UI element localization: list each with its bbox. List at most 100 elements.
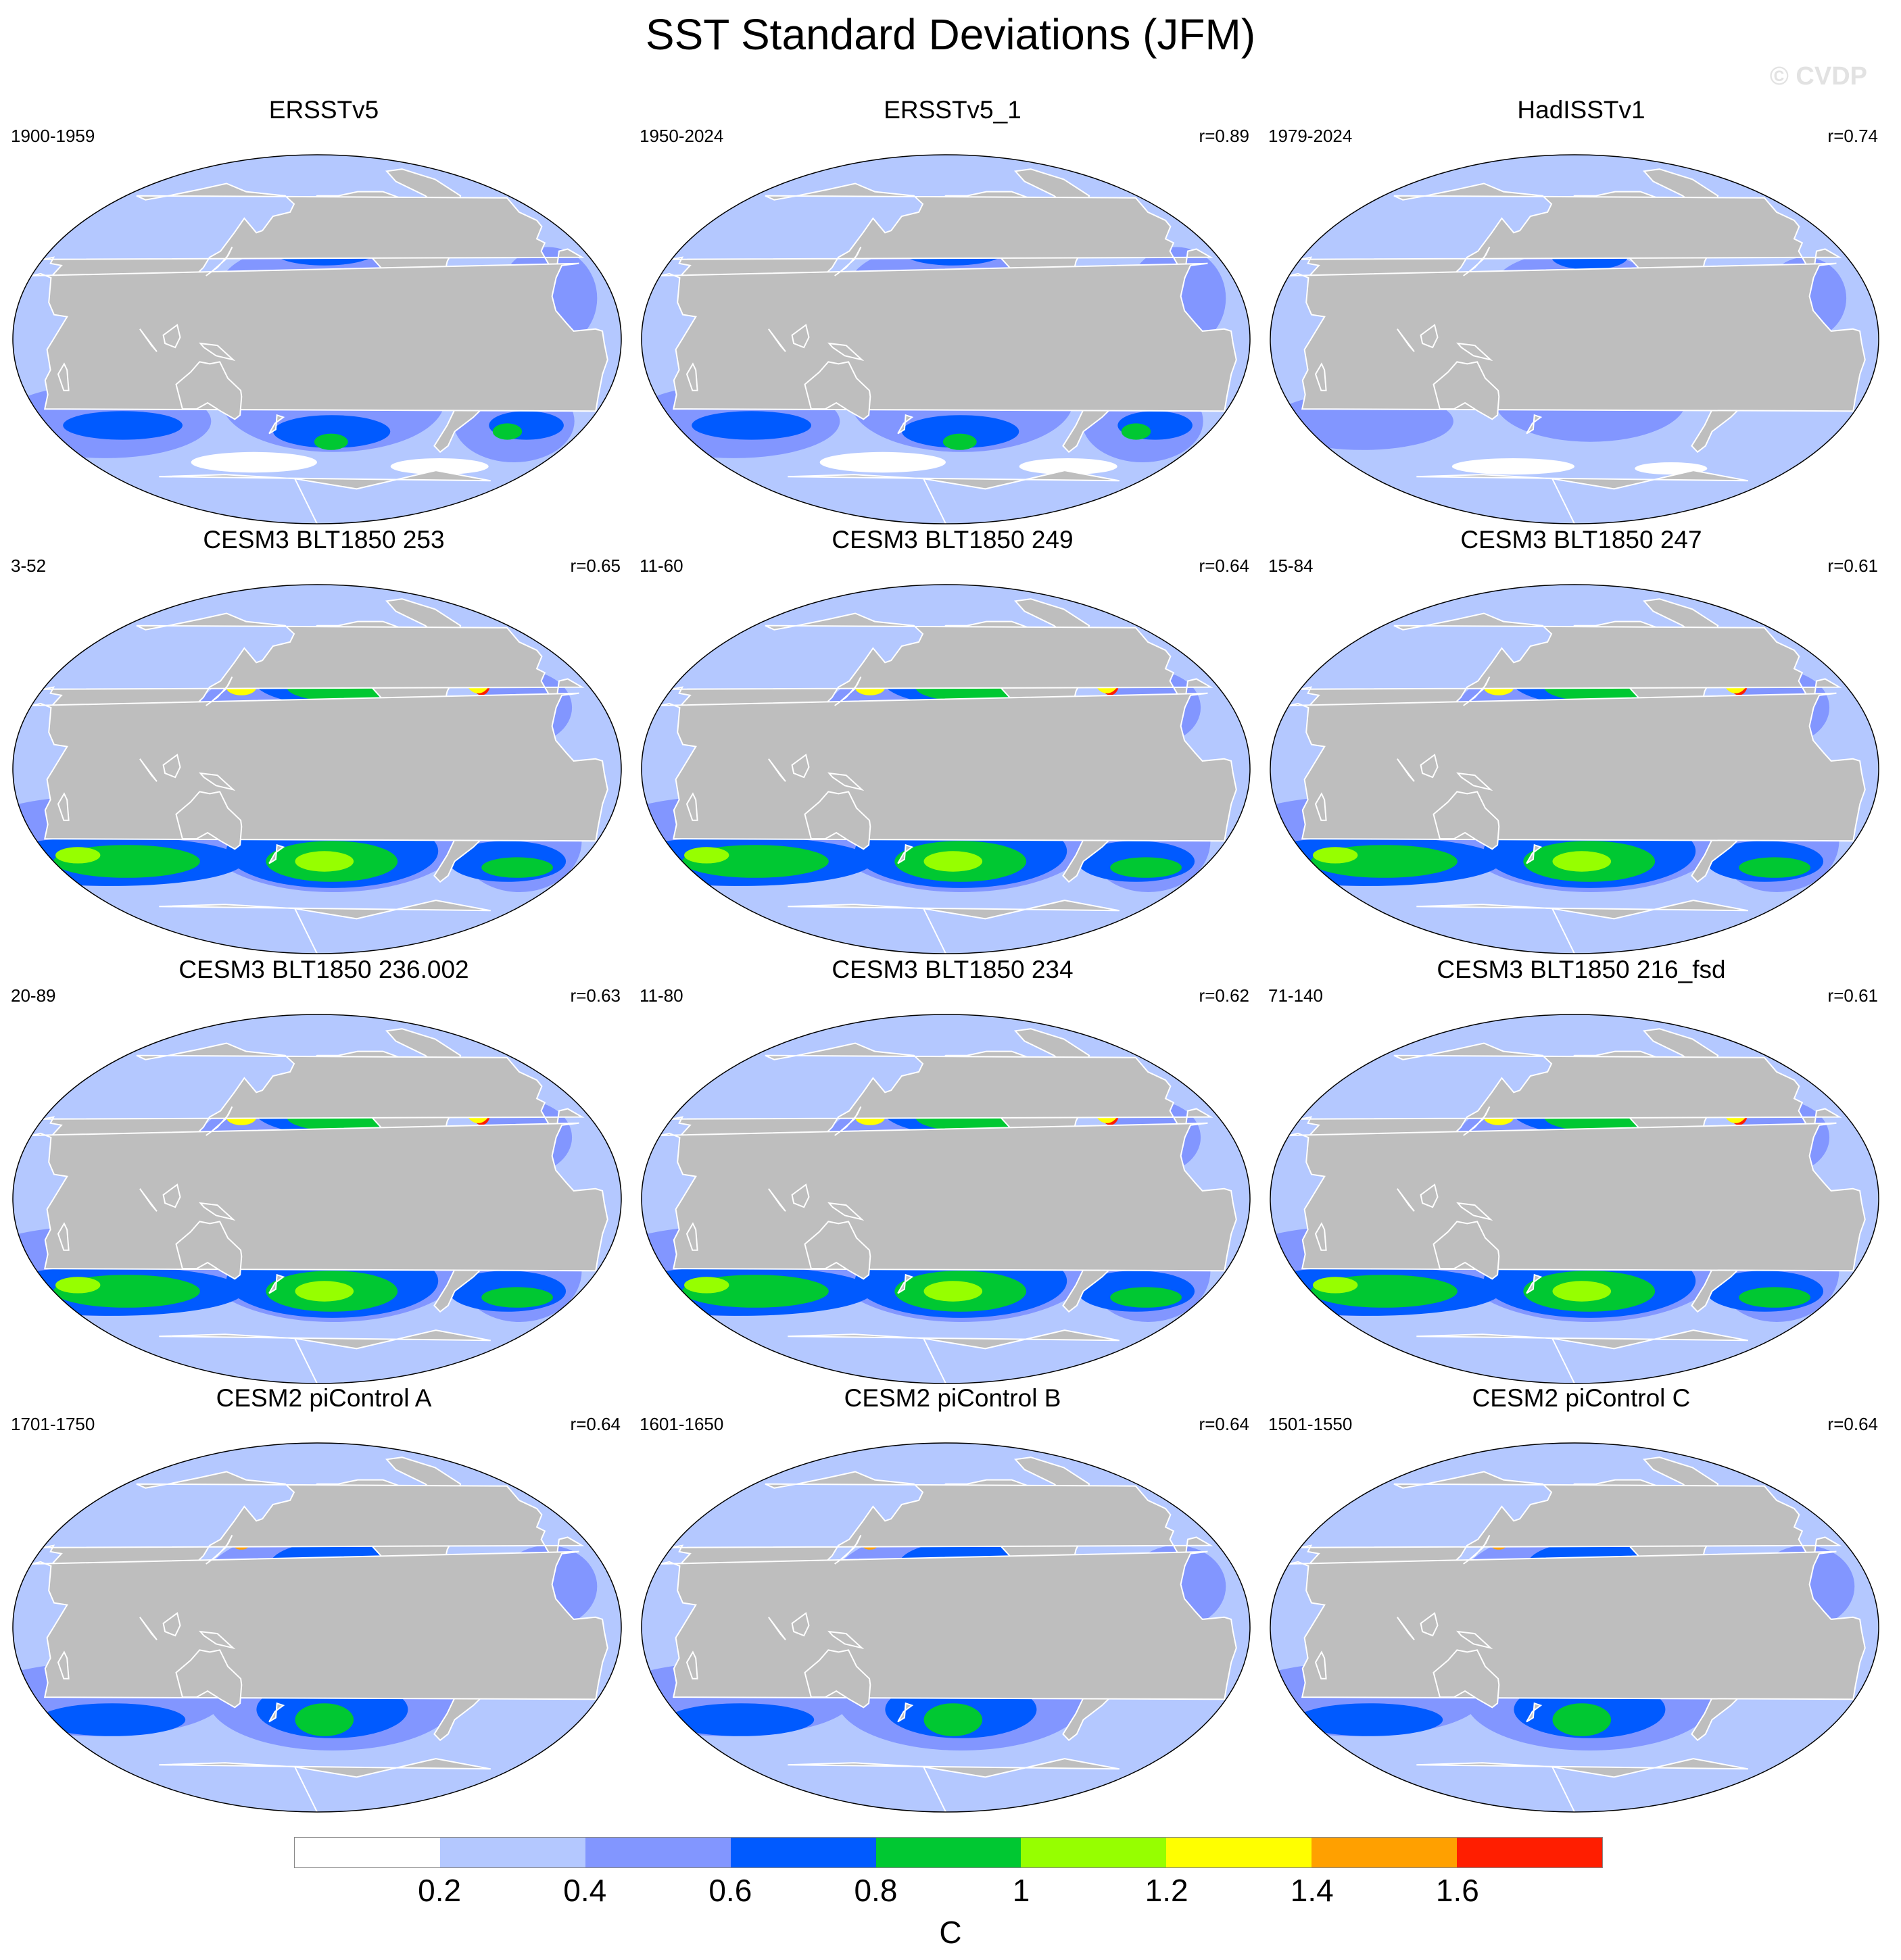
sst-contour-region xyxy=(492,423,523,440)
panel-title: ERSSTv5_1 xyxy=(884,96,1021,124)
map-panel: CESM2 piControl A 1701-1750 r=0.64 xyxy=(9,1384,638,1817)
land-mass xyxy=(1420,1612,1439,1637)
land-mass xyxy=(1433,1649,1500,1709)
land-mass xyxy=(1420,1183,1439,1208)
land-mass xyxy=(139,1188,158,1212)
sst-contour-region xyxy=(923,1281,983,1302)
land-mass xyxy=(685,792,698,821)
sst-contour-region xyxy=(273,415,391,448)
sst-contour-region xyxy=(902,415,1019,448)
colorbar-tick-label: 0.2 xyxy=(418,1873,462,1908)
panel-correlation: r=0.65 xyxy=(570,556,621,576)
land-mass xyxy=(788,1329,1120,1383)
land-mass xyxy=(827,1202,865,1221)
land-mass xyxy=(768,758,786,782)
colorbar-tick-label: 0.4 xyxy=(563,1873,607,1908)
land-mass xyxy=(768,328,786,352)
land-mass xyxy=(834,247,862,276)
colorbar-tick-label: 0.6 xyxy=(708,1873,752,1908)
land-mass xyxy=(175,1221,243,1280)
colorbar xyxy=(294,1837,1603,1868)
sst-contour-region xyxy=(667,1703,815,1736)
map-border xyxy=(641,1442,1251,1813)
land-mass xyxy=(834,677,862,706)
map-border xyxy=(12,584,622,954)
sst-contour-region xyxy=(923,1703,983,1736)
land-mass xyxy=(1456,772,1493,791)
sst-map xyxy=(12,154,622,524)
land-mass xyxy=(660,262,1237,412)
sst-contour-region xyxy=(314,433,348,450)
map-panel: CESM3 BLT1850 247 15-84 r=0.61 xyxy=(1267,526,1896,958)
land-mass xyxy=(827,772,865,791)
map-border xyxy=(1270,1014,1879,1384)
cvdp-watermark: © CVDP xyxy=(1769,62,1867,91)
land-mass xyxy=(268,414,285,435)
land-mass xyxy=(199,1202,236,1221)
panel-period: 1900-1959 xyxy=(11,126,95,146)
sst-contour-region xyxy=(684,847,729,864)
sst-contour-region xyxy=(191,451,317,473)
land-mass xyxy=(175,361,243,420)
panel-period: 20-89 xyxy=(11,985,56,1006)
map-panel: ERSSTv5_1 1950-2024 r=0.89 xyxy=(638,96,1267,529)
panel-period: 1701-1750 xyxy=(11,1414,95,1434)
land-mass xyxy=(199,772,236,791)
land-mass xyxy=(791,754,810,779)
land-mass xyxy=(788,1758,1120,1812)
sst-contour-region xyxy=(390,458,489,475)
colorbar-unit-label: C xyxy=(939,1915,962,1950)
land-mass xyxy=(162,1612,181,1637)
sst-contour-region xyxy=(481,1287,553,1308)
land-mass xyxy=(199,342,236,362)
sst-contour-region xyxy=(1110,1287,1182,1308)
land-mass xyxy=(804,1221,871,1280)
panel-period: 71-140 xyxy=(1268,985,1323,1006)
land-mass xyxy=(139,1617,158,1640)
land-mass xyxy=(897,414,914,435)
map-panels-grid: ERSSTv5 1900-1959 ERSSTv5_1 1950-2024 r=0.89… xyxy=(9,96,1896,1817)
land-mass xyxy=(57,792,70,821)
map-panel: CESM3 BLT1850 249 11-60 r=0.64 xyxy=(638,526,1267,958)
land-mass xyxy=(1289,692,1866,842)
panel-period: 1601-1650 xyxy=(640,1414,724,1434)
land-mass xyxy=(159,1758,491,1812)
land-mass xyxy=(1397,758,1415,782)
land-mass xyxy=(206,247,233,276)
land-mass xyxy=(1433,361,1500,420)
land-mass xyxy=(827,342,865,362)
land-mass xyxy=(804,1649,871,1709)
land-mass xyxy=(1433,1221,1500,1280)
land-mass xyxy=(206,677,233,706)
sst-map xyxy=(641,1442,1251,1813)
land-mass xyxy=(1456,1202,1493,1221)
panel-title: CESM2 piControl A xyxy=(216,1384,432,1412)
land-mass xyxy=(31,692,608,842)
sst-map xyxy=(1270,584,1879,954)
sst-contour-region xyxy=(39,1703,186,1736)
land-mass xyxy=(768,1617,786,1640)
land-mass xyxy=(834,1535,862,1565)
sst-contour-region xyxy=(1451,458,1574,475)
map-border xyxy=(641,1014,1251,1384)
sst-contour-region xyxy=(295,1281,354,1302)
land-mass xyxy=(159,900,491,954)
land-mass xyxy=(791,1183,810,1208)
map-border xyxy=(641,154,1251,524)
panel-period: 15-84 xyxy=(1268,556,1314,576)
sst-contour-region xyxy=(1552,1281,1612,1302)
land-mass xyxy=(1397,328,1415,352)
panel-title: CESM3 BLT1850 247 xyxy=(1460,526,1702,554)
land-mass xyxy=(31,1122,608,1272)
map-panel: CESM3 BLT1850 216_fsd 71-140 r=0.61 xyxy=(1267,956,1896,1388)
land-mass xyxy=(1416,470,1748,524)
map-panel: CESM2 piControl B 1601-1650 r=0.64 xyxy=(638,1384,1267,1817)
sst-contour-region xyxy=(692,411,811,440)
sst-contour-region xyxy=(1110,857,1182,878)
land-mass xyxy=(175,791,243,850)
sst-contour-region xyxy=(1313,1277,1358,1294)
colorbar-swatch xyxy=(875,1838,1021,1867)
land-mass xyxy=(57,1222,70,1251)
panel-period: 1979-2024 xyxy=(1268,126,1353,146)
panel-period: 11-60 xyxy=(640,556,683,576)
